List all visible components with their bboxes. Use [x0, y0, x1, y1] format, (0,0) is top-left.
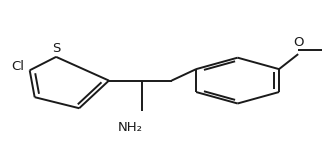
- Text: O: O: [294, 36, 304, 49]
- Text: S: S: [52, 42, 61, 55]
- Text: NH₂: NH₂: [118, 121, 143, 134]
- Text: Cl: Cl: [12, 60, 25, 73]
